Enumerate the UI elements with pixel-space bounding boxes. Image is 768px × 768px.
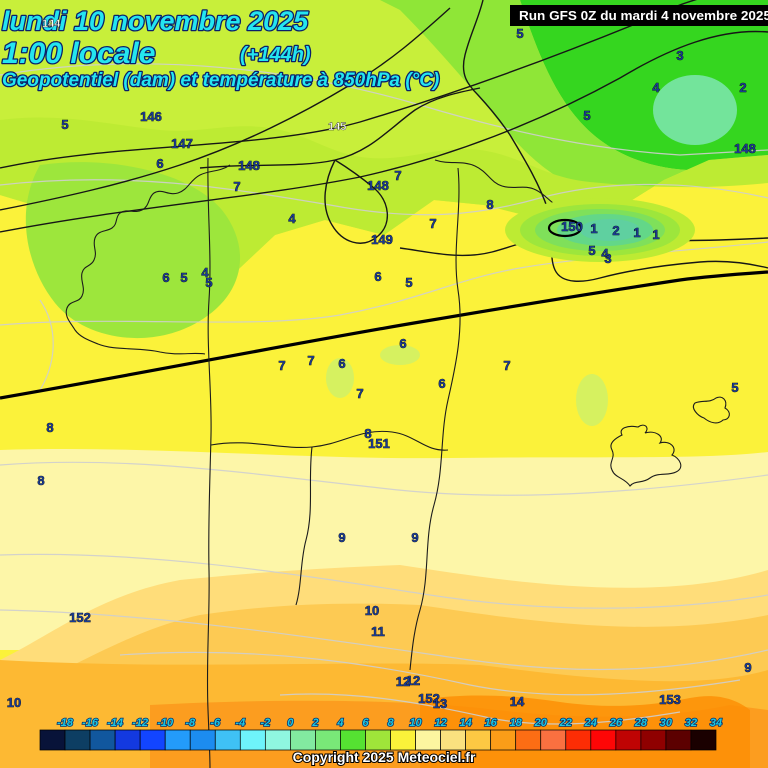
svg-text:16: 16 [485, 717, 498, 729]
svg-text:9: 9 [411, 530, 418, 545]
svg-text:2: 2 [311, 717, 318, 729]
svg-text:6: 6 [374, 269, 381, 284]
svg-text:13: 13 [433, 696, 447, 711]
svg-text:7: 7 [356, 386, 363, 401]
svg-text:5: 5 [583, 108, 590, 123]
svg-text:12: 12 [434, 717, 446, 729]
svg-text:28: 28 [634, 717, 648, 729]
svg-text:8: 8 [37, 473, 44, 488]
svg-text:8: 8 [46, 420, 53, 435]
svg-text:9: 9 [744, 660, 751, 675]
svg-text:148: 148 [238, 158, 260, 173]
svg-text:153: 153 [659, 692, 681, 707]
svg-text:Geopotentiel (dam) et températ: Geopotentiel (dam) et température à 850h… [2, 70, 439, 91]
svg-text:-12: -12 [132, 717, 148, 729]
svg-text:-18: -18 [57, 717, 74, 729]
svg-text:24: 24 [584, 717, 597, 729]
svg-text:-8: -8 [185, 717, 196, 729]
svg-text:1: 1 [633, 225, 640, 240]
svg-text:9: 9 [338, 530, 345, 545]
svg-text:5: 5 [205, 275, 212, 290]
svg-text:5: 5 [180, 270, 187, 285]
svg-text:11: 11 [371, 624, 385, 639]
svg-text:6: 6 [438, 376, 445, 391]
svg-text:147: 147 [171, 136, 193, 151]
svg-text:7: 7 [307, 353, 314, 368]
svg-text:7: 7 [503, 358, 510, 373]
svg-text:10: 10 [409, 717, 422, 729]
svg-text:148: 148 [734, 141, 756, 156]
svg-text:4: 4 [336, 717, 343, 729]
svg-text:5: 5 [61, 117, 68, 132]
svg-text:1: 1 [590, 221, 597, 236]
svg-text:6: 6 [338, 356, 345, 371]
svg-text:-6: -6 [210, 717, 221, 729]
svg-text:146: 146 [140, 109, 162, 124]
svg-text:4: 4 [652, 80, 660, 95]
svg-text:5: 5 [516, 26, 523, 41]
svg-text:4: 4 [288, 211, 296, 226]
svg-text:7: 7 [394, 168, 401, 183]
svg-text:2: 2 [739, 80, 746, 95]
svg-text:5: 5 [731, 380, 738, 395]
svg-text:34: 34 [710, 717, 722, 729]
svg-text:150: 150 [561, 219, 583, 234]
svg-text:5: 5 [588, 243, 595, 258]
svg-text:(+144h): (+144h) [240, 44, 311, 66]
svg-text:149: 149 [371, 232, 393, 247]
svg-text:30: 30 [660, 717, 673, 729]
svg-text:-10: -10 [157, 717, 174, 729]
svg-text:145: 145 [328, 121, 346, 133]
svg-text:3: 3 [604, 251, 611, 266]
svg-text:Copyright 2025 Meteociel.fr: Copyright 2025 Meteociel.fr [293, 749, 476, 765]
svg-text:3: 3 [676, 48, 683, 63]
svg-text:-14: -14 [107, 717, 123, 729]
svg-text:-16: -16 [82, 717, 99, 729]
svg-text:148: 148 [367, 178, 389, 193]
svg-text:151: 151 [368, 436, 390, 451]
svg-text:14: 14 [510, 694, 525, 709]
svg-text:Run GFS 0Z du mardi 4 novembre: Run GFS 0Z du mardi 4 novembre 2025 [519, 8, 768, 23]
svg-text:6: 6 [162, 270, 169, 285]
svg-text:14: 14 [460, 717, 472, 729]
svg-text:5: 5 [405, 275, 412, 290]
svg-text:2: 2 [612, 223, 619, 238]
svg-text:7: 7 [278, 358, 285, 373]
svg-text:22: 22 [559, 717, 572, 729]
svg-text:152: 152 [69, 610, 91, 625]
svg-text:12: 12 [396, 674, 410, 689]
svg-text:10: 10 [7, 695, 21, 710]
svg-text:7: 7 [233, 179, 240, 194]
svg-text:7: 7 [429, 216, 436, 231]
svg-text:1:00 locale: 1:00 locale [2, 37, 155, 70]
svg-text:-4: -4 [235, 717, 245, 729]
svg-text:1: 1 [652, 227, 659, 242]
svg-text:8: 8 [387, 717, 394, 729]
svg-text:20: 20 [534, 717, 548, 729]
svg-text:8: 8 [486, 197, 493, 212]
svg-text:0: 0 [287, 717, 294, 729]
svg-text:6: 6 [362, 717, 369, 729]
svg-text:6: 6 [156, 156, 163, 171]
svg-text:10: 10 [365, 603, 379, 618]
svg-text:144: 144 [42, 18, 61, 30]
svg-text:26: 26 [609, 717, 623, 729]
svg-text:18: 18 [510, 717, 523, 729]
svg-text:-2: -2 [260, 717, 270, 729]
svg-text:32: 32 [685, 717, 697, 729]
svg-text:6: 6 [399, 336, 406, 351]
